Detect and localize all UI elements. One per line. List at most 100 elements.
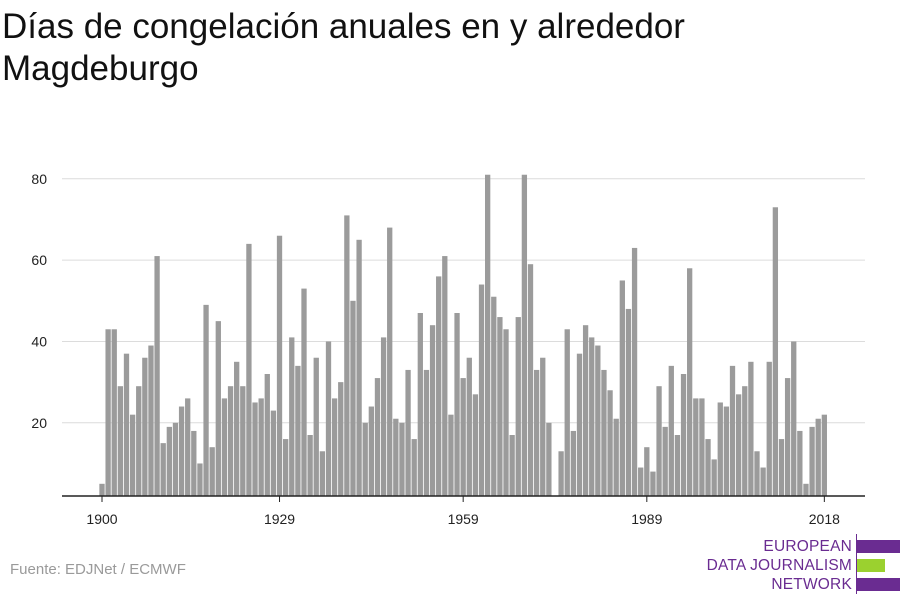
bar-2016 xyxy=(809,426,815,496)
bar-1967 xyxy=(509,435,515,496)
bar-2000 xyxy=(711,459,717,496)
bar-1903 xyxy=(117,386,124,496)
bar-2010 xyxy=(772,207,779,496)
bar-1950 xyxy=(405,369,411,496)
bars xyxy=(99,174,827,497)
bar-1972 xyxy=(540,357,546,496)
bar-1987 xyxy=(631,247,638,496)
bar-1921 xyxy=(227,386,234,496)
logo-bar-top xyxy=(857,540,900,553)
bar-1920 xyxy=(221,398,228,496)
bar-1985 xyxy=(619,280,625,496)
logo-bar-middle xyxy=(857,559,885,572)
bar-1913 xyxy=(178,406,185,496)
bar-1910 xyxy=(160,443,166,496)
bar-2007 xyxy=(754,451,760,496)
bar-1976 xyxy=(564,329,570,496)
bar-1919 xyxy=(215,321,221,496)
y-tick-label: 60 xyxy=(31,252,47,268)
bar-1954 xyxy=(429,325,436,496)
y-tick-label: 80 xyxy=(31,171,47,187)
y-tick-label: 40 xyxy=(31,333,47,349)
bar-2005 xyxy=(742,386,748,496)
bar-1971 xyxy=(533,369,540,496)
bar-1902 xyxy=(111,329,117,496)
bar-1968 xyxy=(515,317,521,496)
bar-1993 xyxy=(668,365,674,496)
bar-1977 xyxy=(570,430,577,496)
bar-1929 xyxy=(276,235,283,497)
bar-2009 xyxy=(766,361,772,496)
bar-1953 xyxy=(423,369,430,496)
bar-1949 xyxy=(399,422,405,496)
bar-1965 xyxy=(497,317,503,496)
bar-1939 xyxy=(338,382,344,496)
bar-1986 xyxy=(625,308,632,496)
bar-1964 xyxy=(491,296,497,496)
bar-1922 xyxy=(234,361,240,496)
bar-1927 xyxy=(264,374,270,496)
bar-2012 xyxy=(784,378,791,496)
y-axis-ticks: 20 40 60 80 xyxy=(31,171,47,431)
bar-1984 xyxy=(613,418,619,496)
bar-1961 xyxy=(472,394,479,496)
bar-1959 xyxy=(460,378,466,496)
bar-1981 xyxy=(595,345,601,496)
bar-1923 xyxy=(240,386,246,496)
bar-1975 xyxy=(558,451,564,496)
bar-1996 xyxy=(687,268,693,496)
bar-2017 xyxy=(815,418,821,496)
bar-2011 xyxy=(778,439,785,496)
bar-1938 xyxy=(331,398,338,496)
bar-2002 xyxy=(723,406,730,496)
bar-1901 xyxy=(105,329,111,496)
bar-1955 xyxy=(436,276,442,496)
bar-1918 xyxy=(209,447,215,496)
logo-divider xyxy=(856,534,857,594)
bar-1945 xyxy=(374,378,381,496)
bar-2006 xyxy=(748,361,754,496)
bar-1998 xyxy=(699,398,705,496)
bar-1942 xyxy=(356,239,362,497)
bar-1956 xyxy=(442,256,448,496)
bar-1931 xyxy=(289,337,295,496)
bar-1957 xyxy=(448,414,454,496)
bar-1937 xyxy=(325,341,332,496)
bar-1906 xyxy=(136,386,142,496)
bar-1909 xyxy=(154,256,160,496)
x-tick-label: 1929 xyxy=(264,511,295,527)
bar-1914 xyxy=(185,398,191,496)
bar-1966 xyxy=(503,329,509,496)
bar-2008 xyxy=(760,467,766,496)
bar-1995 xyxy=(680,374,687,496)
bar-1944 xyxy=(368,406,374,496)
bar-1905 xyxy=(129,414,136,496)
logo-line-data-journalism: DATA JOURNALISM xyxy=(706,557,852,574)
bar-1928 xyxy=(270,410,277,496)
bar-1934 xyxy=(307,435,313,496)
bar-2013 xyxy=(791,341,797,496)
x-tick-label: 2018 xyxy=(809,511,840,527)
bar-1933 xyxy=(301,288,307,496)
bar-1999 xyxy=(705,439,711,496)
source-note: Fuente: EDJNet / ECMWF xyxy=(10,561,186,578)
bar-1952 xyxy=(417,313,423,496)
x-tick-label: 1959 xyxy=(448,511,479,527)
bar-1926 xyxy=(258,398,264,496)
bar-1997 xyxy=(693,398,699,496)
bar-1960 xyxy=(466,357,472,496)
bar-1904 xyxy=(123,353,130,496)
bar-1970 xyxy=(527,264,534,496)
bar-1935 xyxy=(313,357,319,496)
bar-1943 xyxy=(362,422,368,496)
bar-1979 xyxy=(582,325,589,496)
bar-1947 xyxy=(387,227,393,496)
bar-1978 xyxy=(576,353,583,496)
bar-1989 xyxy=(644,447,650,496)
x-tick-label: 1989 xyxy=(631,511,662,527)
bar-1988 xyxy=(638,467,644,496)
bar-1911 xyxy=(166,426,172,496)
logo-line-european: EUROPEAN xyxy=(763,538,852,555)
bar-1900 xyxy=(99,483,105,496)
